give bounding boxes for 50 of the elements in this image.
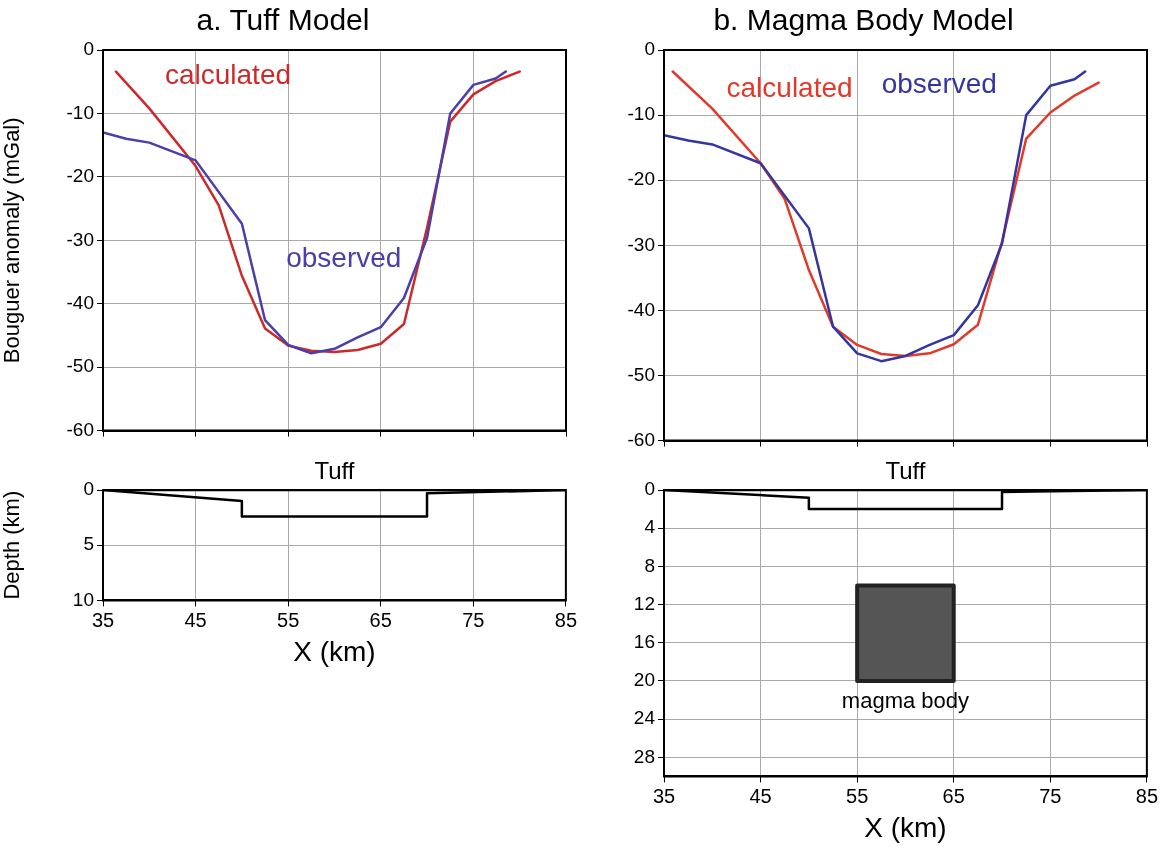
y-tick-label: 8 xyxy=(644,554,655,576)
x-tick-label: 35 xyxy=(91,608,115,631)
x-tick-label: 55 xyxy=(277,608,300,631)
y-tick-label: -60 xyxy=(66,418,94,440)
x-tick-label: 45 xyxy=(749,784,772,807)
y-axis-title: Bouguer anomaly (mGal) xyxy=(0,117,25,364)
series-label: observed xyxy=(286,242,402,274)
text: Tuff xyxy=(885,456,926,484)
y-tick-label: 20 xyxy=(633,669,655,691)
y-tick-label: -20 xyxy=(627,168,655,190)
y-tick-label: 5 xyxy=(83,533,94,555)
y-tick-label: 10 xyxy=(72,588,94,610)
y-tick-label: 0 xyxy=(83,38,94,60)
text: Tuff xyxy=(314,456,355,484)
y-tick-label: -10 xyxy=(66,101,94,123)
x-axis-title: X (km) xyxy=(293,635,376,667)
y-tick-label: -50 xyxy=(627,363,655,385)
y-tick-label: 4 xyxy=(644,516,656,538)
x-tick-label: 65 xyxy=(369,608,392,631)
x-tick-label: 55 xyxy=(846,784,869,807)
chart-title: a. Tuff Model xyxy=(196,3,370,37)
annotation: magma body xyxy=(841,688,970,713)
y-tick-label: -20 xyxy=(66,165,94,187)
y-tick-label: -40 xyxy=(627,298,655,320)
chart-title: b. Magma Body Model xyxy=(713,3,1014,37)
x-tick-label: 75 xyxy=(1039,784,1062,807)
x-tick-label: 35 xyxy=(652,784,676,807)
y-tick-label: -30 xyxy=(627,233,655,255)
x-tick-label: 65 xyxy=(942,784,965,807)
y-tick-label: -40 xyxy=(66,291,94,313)
y-tick-label: -60 xyxy=(627,428,655,450)
series-label: calculated xyxy=(164,59,292,91)
y-axis-title: Depth (km) xyxy=(0,490,25,600)
y-tick-label: 12 xyxy=(633,592,655,614)
y-tick-label: -50 xyxy=(66,355,94,377)
y-tick-label: 0 xyxy=(644,38,655,60)
y-tick-label: 24 xyxy=(633,707,656,729)
x-tick-label: 45 xyxy=(184,608,207,631)
y-tick-label: 16 xyxy=(633,630,655,652)
y-tick-label: 0 xyxy=(644,478,655,500)
x-tick-label: 75 xyxy=(462,608,485,631)
y-tick-label: -10 xyxy=(627,103,655,125)
y-tick-label: 28 xyxy=(633,745,655,767)
x-axis-title: X (km) xyxy=(864,811,947,843)
y-tick-label: -30 xyxy=(66,228,94,250)
y-tick-label: 0 xyxy=(83,478,94,500)
x-tick-label: 85 xyxy=(554,608,577,631)
series-label: calculated xyxy=(726,71,853,103)
series-label: observed xyxy=(881,67,997,99)
x-tick-label: 85 xyxy=(1135,784,1158,807)
